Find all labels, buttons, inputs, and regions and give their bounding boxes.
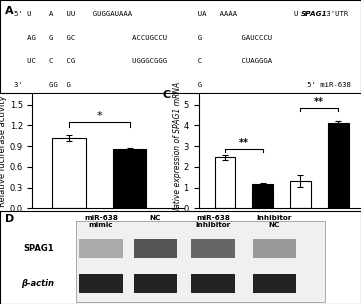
Y-axis label: Relative luciferase activity: Relative luciferase activity <box>0 95 7 207</box>
Text: 5' U    A   UU    GUGGAUAAA               UA   AAAA             U 3': 5' U A UU GUGGAUAAA UA AAAA U 3' <box>14 11 316 17</box>
Bar <box>79 239 123 258</box>
Bar <box>253 274 296 293</box>
Bar <box>290 181 311 208</box>
Text: **: ** <box>314 97 324 107</box>
Text: AG   G   GC             ACCUGCCU       G         GAUCCCU: AG G GC ACCUGCCU G GAUCCCU <box>14 35 273 41</box>
Bar <box>79 274 123 293</box>
Bar <box>214 157 235 208</box>
Bar <box>191 274 235 293</box>
Text: *: * <box>96 111 102 121</box>
Text: SPAG1: SPAG1 <box>23 244 54 253</box>
Bar <box>253 239 296 258</box>
Text: NC: NC <box>149 215 161 221</box>
Bar <box>52 138 86 208</box>
Bar <box>134 274 177 293</box>
Text: 3'      GG  G                             G                        5' miR-638: 3' GG G G 5' miR-638 <box>14 81 351 88</box>
Bar <box>134 239 177 258</box>
Bar <box>191 239 235 258</box>
Text: β-actin: β-actin <box>21 279 54 288</box>
Bar <box>134 274 177 293</box>
Bar <box>191 239 235 258</box>
Bar <box>253 274 296 293</box>
Bar <box>113 149 146 208</box>
Bar <box>79 274 123 293</box>
Text: **: ** <box>239 138 249 148</box>
Bar <box>76 221 325 302</box>
Bar <box>79 239 123 258</box>
Bar <box>253 239 296 258</box>
Text: UC   C   CG             UGGGCGGG       C         CUAGGGA: UC C CG UGGGCGGG C CUAGGGA <box>14 58 273 64</box>
Text: C: C <box>162 90 170 100</box>
Text: Inhibitor
NC: Inhibitor NC <box>257 215 292 228</box>
Text: 3'UTR: 3'UTR <box>322 11 348 17</box>
Bar <box>252 185 273 208</box>
Text: miR-638
inhibitor: miR-638 inhibitor <box>195 215 231 228</box>
Text: A: A <box>5 6 14 16</box>
Text: SPAG1: SPAG1 <box>301 11 327 17</box>
Bar <box>328 123 349 208</box>
Bar <box>191 274 235 293</box>
Bar <box>134 239 177 258</box>
Text: miR-638
mimic: miR-638 mimic <box>84 215 118 228</box>
Y-axis label: Relative expression of SPAG1 mRNA: Relative expression of SPAG1 mRNA <box>173 82 182 220</box>
Text: D: D <box>5 214 15 224</box>
